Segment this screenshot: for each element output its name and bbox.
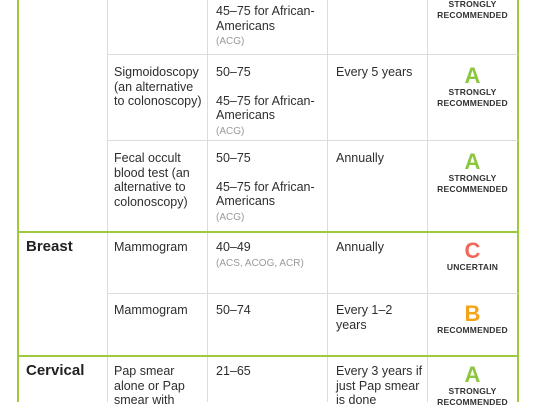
frequency: Every 3 years if just Pap smear is done bbox=[336, 364, 423, 407]
row-divider bbox=[107, 140, 518, 141]
grade-letter: A bbox=[464, 63, 481, 88]
age-source: (ACG) bbox=[216, 125, 245, 137]
category-divider bbox=[17, 355, 519, 357]
category-label: Breast bbox=[26, 238, 73, 255]
column-divider bbox=[207, 0, 208, 231]
grade-badge: A STRONGLY RECOMMENDED bbox=[428, 65, 517, 109]
row-divider bbox=[107, 54, 518, 55]
age-range: 21–65 bbox=[216, 364, 251, 378]
table-right-border bbox=[517, 0, 519, 402]
age-range: 50–75 bbox=[216, 151, 251, 165]
age-source: (ACS, ACOG, ACR) bbox=[216, 257, 304, 269]
age-cell: 50–75 45–75 for African-Americans (ACG) bbox=[216, 151, 326, 224]
table-row: 45–75 for African-Americans (ACG) bbox=[216, 4, 326, 48]
column-divider bbox=[207, 233, 208, 355]
row-divider bbox=[107, 293, 518, 294]
test-name: Mammogram bbox=[114, 240, 188, 254]
column-divider bbox=[327, 0, 328, 231]
age-range: 50–74 bbox=[216, 303, 251, 317]
age-range: 45–75 for African-Americans bbox=[216, 4, 315, 33]
grade-letter: A bbox=[464, 362, 481, 387]
grade-badge: A STRONGLY RECOMMENDED bbox=[428, 151, 517, 195]
frequency: Every 1–2 years bbox=[336, 303, 393, 332]
category-label: Cervical bbox=[26, 362, 85, 379]
test-name: Pap smear alone or Pap smear with bbox=[114, 364, 185, 407]
age-cell: 40–49 (ACS, ACOG, ACR) bbox=[216, 240, 326, 270]
grade-text: STRONGLY RECOMMENDED bbox=[437, 173, 508, 194]
test-name-text: Sigmoidoscopy (an alternative to colonos… bbox=[114, 65, 202, 108]
grade-badge: STRONGLY RECOMMENDED bbox=[428, 0, 517, 21]
test-name: Sigmoidoscopy (an alternative to colonos… bbox=[114, 65, 206, 109]
age-source: (ACG) bbox=[216, 36, 245, 47]
age-range: 40–49 bbox=[216, 240, 251, 254]
column-divider bbox=[327, 357, 328, 402]
test-name: Fecal occult blood test (an alternative … bbox=[114, 151, 206, 209]
age-range: 50–75 bbox=[216, 65, 251, 79]
grade-badge: C UNCERTAIN bbox=[428, 240, 517, 273]
test-name: Mammogram bbox=[114, 303, 188, 317]
column-divider bbox=[107, 233, 108, 355]
column-divider bbox=[207, 357, 208, 402]
grade-badge: A STRONGLY RECOMMENDED bbox=[428, 364, 517, 408]
test-name-text: Fecal occult blood test (an alternative … bbox=[114, 151, 190, 209]
age-extra: 45–75 for African-Americans bbox=[216, 179, 315, 209]
column-divider bbox=[327, 233, 328, 355]
column-divider bbox=[427, 233, 428, 355]
column-divider bbox=[107, 0, 108, 231]
column-divider bbox=[107, 357, 108, 402]
grade-text: UNCERTAIN bbox=[446, 262, 499, 272]
frequency: Annually bbox=[336, 240, 384, 254]
frequency: Every 5 years bbox=[336, 65, 413, 79]
age-extra: 45–75 for African-Americans bbox=[216, 93, 315, 123]
column-divider bbox=[427, 357, 428, 402]
age-source: (ACG) bbox=[216, 211, 245, 223]
grade-text: STRONGLY RECOMMENDED bbox=[437, 0, 508, 20]
grade-letter: B bbox=[464, 301, 481, 326]
grade-badge: B RECOMMENDED bbox=[428, 303, 517, 336]
table-left-border bbox=[17, 0, 19, 402]
frequency: Annually bbox=[336, 151, 384, 165]
grade-text: STRONGLY RECOMMENDED bbox=[437, 386, 508, 407]
grade-text: RECOMMENDED bbox=[437, 325, 508, 335]
category-divider bbox=[17, 231, 519, 233]
grade-text: STRONGLY RECOMMENDED bbox=[437, 87, 508, 108]
grade-letter: C bbox=[464, 238, 481, 263]
column-divider bbox=[427, 0, 428, 231]
age-cell: 50–75 45–75 for African-Americans (ACG) bbox=[216, 65, 326, 138]
grade-letter: A bbox=[464, 149, 481, 174]
